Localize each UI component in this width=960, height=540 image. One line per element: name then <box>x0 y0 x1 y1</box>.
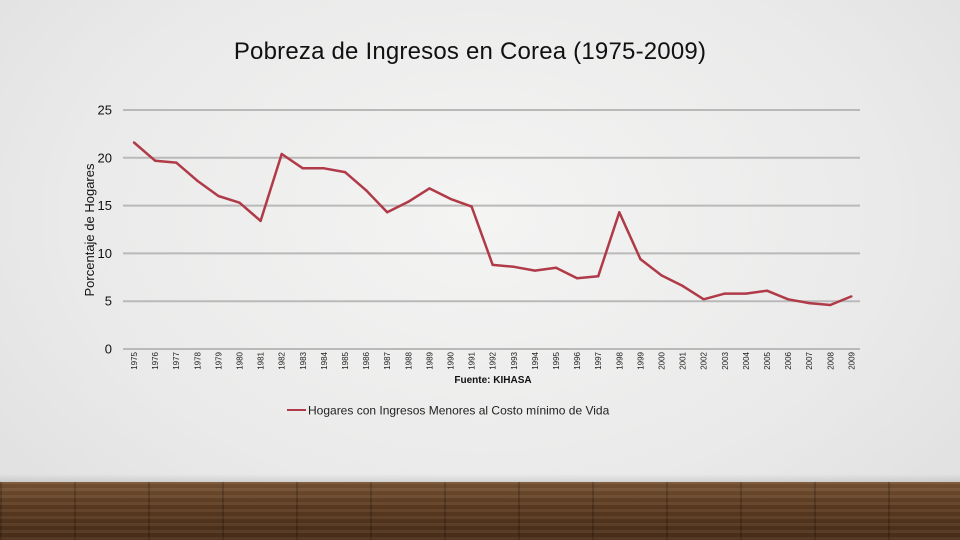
data-point <box>343 170 347 174</box>
legend: Hogares con Ingresos Menores al Costo mí… <box>287 404 610 418</box>
data-point <box>449 197 452 201</box>
x-tick-label: 1982 <box>278 351 287 369</box>
x-tick-label: 1996 <box>573 351 582 369</box>
x-tick-label: 1999 <box>636 351 645 369</box>
data-point <box>575 277 579 280</box>
y-axis-label: Porcentaje de Hogares <box>82 163 97 296</box>
x-tick-label: 1976 <box>151 351 160 369</box>
data-point <box>386 211 389 214</box>
x-tick-label: 1994 <box>531 351 540 369</box>
data-point <box>618 211 621 214</box>
wooden-floor <box>0 482 960 540</box>
x-tick-label: 1995 <box>552 351 561 369</box>
data-point <box>132 141 136 144</box>
x-tick-label: 1983 <box>299 351 308 369</box>
data-point <box>829 303 832 307</box>
x-tick-label: 2007 <box>805 351 814 369</box>
data-point <box>808 301 811 305</box>
x-tick-label: 2005 <box>763 351 772 369</box>
gridlines <box>123 109 860 350</box>
data-point <box>407 200 410 203</box>
x-tick-label: 1987 <box>383 351 392 369</box>
series-lines <box>132 141 853 307</box>
y-tick-label: 20 <box>98 150 112 165</box>
data-point <box>428 187 431 190</box>
data-point <box>238 201 241 204</box>
floor-shadow <box>0 474 960 484</box>
data-point <box>681 284 684 288</box>
x-tick-label: 1998 <box>615 351 624 369</box>
x-tick-label: 1990 <box>447 351 456 369</box>
data-point <box>470 205 473 208</box>
data-point <box>364 189 368 192</box>
chart-title: Pobreza de Ingresos en Corea (1975-2009) <box>233 38 707 65</box>
x-axis-label: Fuente: KIHASA <box>454 375 531 386</box>
x-tick-label: 1988 <box>404 351 413 369</box>
x-tick-label: 1997 <box>594 351 603 369</box>
y-tick-label: 25 <box>98 103 112 118</box>
data-point <box>301 167 304 170</box>
x-tick-label: 1979 <box>214 351 223 369</box>
data-point <box>153 159 157 162</box>
data-point <box>639 257 642 261</box>
data-point <box>512 265 515 268</box>
x-tick-label: 1984 <box>320 351 329 369</box>
x-tick-label: 2000 <box>658 351 667 369</box>
data-point <box>597 275 600 278</box>
x-tick-label: 2006 <box>784 351 793 369</box>
data-point <box>723 292 726 295</box>
data-point <box>744 292 748 295</box>
data-point <box>660 274 663 277</box>
data-point <box>259 219 262 223</box>
data-point <box>786 298 790 301</box>
x-tick-label: 1977 <box>172 351 181 369</box>
data-point <box>491 263 494 267</box>
data-point <box>217 194 220 198</box>
x-tick-label: 1993 <box>510 351 519 369</box>
data-point <box>280 152 283 156</box>
y-tick-label: 10 <box>98 246 112 261</box>
data-point <box>533 269 537 272</box>
x-tick-label: 1991 <box>468 351 477 369</box>
y-tick-labels: 0 5 10 15 20 25 <box>98 103 112 357</box>
x-tick-label: 2003 <box>721 351 730 369</box>
y-tick-label: 0 <box>105 342 112 357</box>
x-tick-label: 2004 <box>742 351 751 369</box>
x-tick-label: 1975 <box>130 351 139 369</box>
x-tick-label: 1986 <box>362 351 371 369</box>
x-tick-label: 1978 <box>193 351 202 369</box>
data-point <box>196 179 199 182</box>
x-tick-label: 1985 <box>341 351 350 369</box>
x-tick-label: 2009 <box>847 351 856 369</box>
y-tick-label: 5 <box>105 294 112 309</box>
x-tick-label: 1989 <box>425 351 434 369</box>
data-point <box>322 167 326 170</box>
data-point <box>175 161 178 164</box>
data-point <box>850 295 853 298</box>
legend-label: Hogares con Ingresos Menores al Costo mí… <box>308 404 610 418</box>
data-point <box>765 289 769 292</box>
x-tick-label: 2002 <box>700 351 709 369</box>
x-tick-label: 1980 <box>236 351 245 369</box>
x-tick-label: 2008 <box>826 351 835 369</box>
x-tick-label: 1992 <box>489 351 498 369</box>
y-tick-label: 15 <box>98 198 112 213</box>
data-point <box>702 298 705 301</box>
series-line <box>133 141 852 307</box>
data-point <box>554 266 558 269</box>
x-tick-label: 2001 <box>679 351 688 369</box>
x-tick-label: 1981 <box>257 351 266 369</box>
x-tick-labels: 1975 1976 1977 1978 1979 1980 1981 1982 1983 1984… <box>130 351 856 369</box>
